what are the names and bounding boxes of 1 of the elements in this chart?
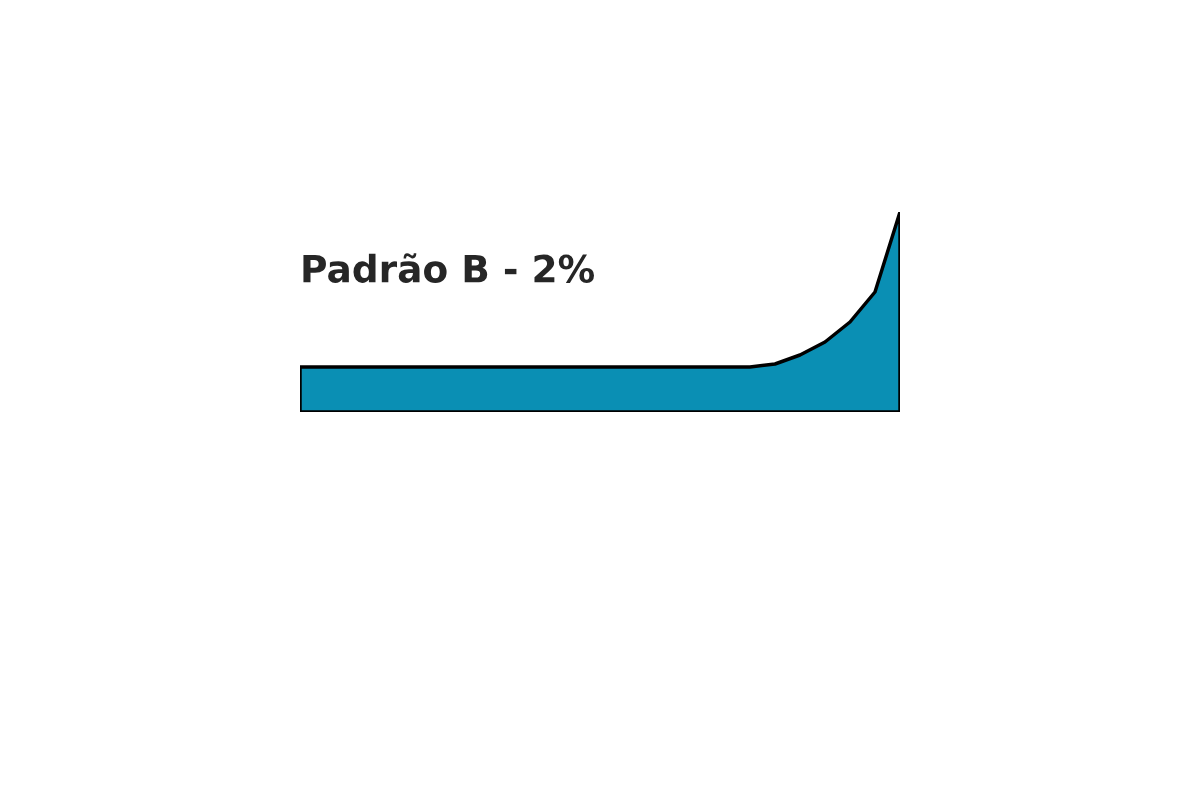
text: Padrão B - 2% bbox=[303, 253, 594, 283]
